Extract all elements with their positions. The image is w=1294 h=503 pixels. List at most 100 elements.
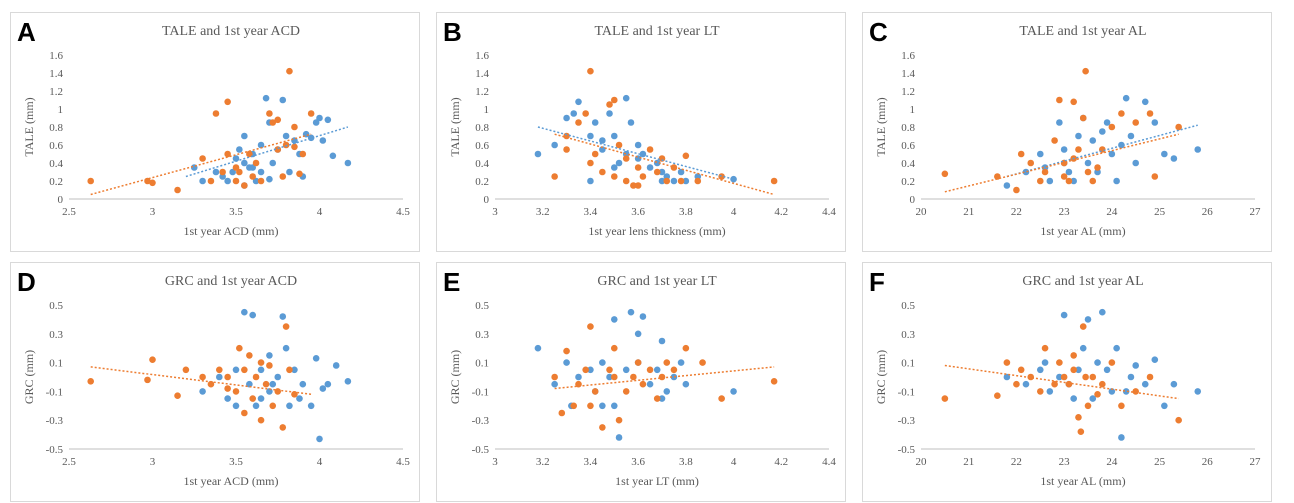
data-point-orange [236, 344, 243, 352]
data-point-blue [269, 380, 277, 388]
data-point-blue [1046, 177, 1054, 185]
data-point-orange [994, 392, 1001, 400]
data-point-orange [1013, 186, 1020, 194]
data-point-blue [1127, 373, 1135, 381]
data-point-blue [1060, 146, 1068, 153]
data-point-blue [570, 110, 578, 117]
data-point-blue [1003, 182, 1011, 189]
y-tick-label: 1.6 [49, 50, 63, 62]
data-point-blue [658, 395, 666, 402]
data-point-orange [634, 164, 642, 171]
y-tick-label: 0.1 [901, 358, 915, 370]
data-point-orange [770, 378, 778, 385]
x-axis-label: 1st year lens thickness (mm) [588, 224, 725, 238]
data-point-blue [1075, 132, 1082, 140]
data-point-blue [587, 177, 594, 185]
data-point-blue [1194, 388, 1202, 395]
data-point-orange [252, 373, 260, 381]
data-point-blue [551, 141, 558, 149]
y-tick-label: 1.2 [49, 86, 63, 98]
data-point-orange [232, 177, 240, 185]
data-point-orange [1079, 323, 1087, 330]
data-point-orange [1089, 177, 1097, 185]
data-point-blue [563, 359, 570, 366]
data-point-orange [232, 388, 240, 395]
scatter-chart: TALE and 1st year LT 0 0.2 0.4 0.6 0.8 1 1.2 1.4… [448, 24, 836, 238]
y-tick-label: 0 [58, 194, 64, 206]
x-axis-label: 1st year ACD (mm) [184, 224, 279, 238]
data-point-orange [1132, 388, 1140, 395]
data-point-blue [241, 159, 248, 167]
data-point-blue [232, 155, 240, 162]
data-point-blue [610, 164, 618, 171]
data-point-orange [249, 395, 256, 402]
data-point-blue [316, 114, 323, 122]
data-point-orange [232, 164, 240, 171]
data-point-blue [575, 373, 582, 381]
data-point-blue [316, 435, 323, 443]
data-point-blue [1070, 177, 1077, 185]
panel-f: F GRC and 1st year AL -0.5 -0.3 -0.1 0.1 0.3 0… [862, 262, 1272, 502]
y-tick-label: 0.8 [475, 122, 489, 134]
data-point-blue [682, 177, 690, 185]
y-tick-label: 1.4 [49, 68, 63, 80]
panel-letter: D [17, 267, 36, 297]
x-tick-label: 24 [1106, 456, 1118, 468]
data-point-blue [615, 434, 623, 441]
data-point-orange [241, 366, 248, 374]
x-tick-label: 4.5 [396, 206, 410, 218]
data-point-blue [332, 362, 340, 369]
data-point-blue [1056, 373, 1063, 381]
data-point-orange [1118, 402, 1125, 410]
panel-letter: F [869, 267, 885, 297]
data-point-orange [279, 424, 287, 431]
data-point-blue [257, 395, 265, 402]
x-axis-label: 1st year ACD (mm) [184, 474, 279, 488]
scatter-chart: TALE and 1st year ACD 0 0.2 0.4 0.6 0.8 1 1.2 1.… [22, 24, 410, 238]
data-point-blue [599, 402, 606, 410]
data-point-blue [646, 164, 654, 171]
data-point-blue [279, 313, 287, 320]
data-point-blue [1122, 94, 1130, 102]
data-point-blue [610, 132, 618, 140]
data-point-blue [241, 132, 248, 140]
data-point-orange [610, 173, 618, 180]
data-point-orange [663, 177, 671, 185]
x-tick-label: 3 [492, 206, 498, 218]
data-point-orange [1060, 373, 1068, 381]
y-tick-label: 0.6 [475, 140, 489, 152]
data-point-orange [1132, 119, 1140, 126]
data-point-orange [296, 170, 303, 178]
data-point-blue [241, 308, 248, 316]
x-tick-label: 23 [1059, 206, 1071, 218]
data-point-orange [262, 380, 270, 388]
data-point-orange [646, 366, 654, 374]
data-point-blue [1170, 380, 1178, 388]
x-tick-label: 3.5 [229, 206, 243, 218]
data-point-blue [670, 373, 678, 381]
data-point-blue [291, 366, 298, 374]
data-point-orange [246, 352, 253, 359]
data-point-orange [622, 155, 630, 162]
y-tick-label: 1.2 [901, 86, 915, 98]
data-point-blue [266, 352, 273, 359]
data-point-orange [941, 395, 949, 402]
data-point-orange [941, 170, 949, 178]
data-point-orange [1041, 168, 1049, 176]
data-point-orange [1070, 352, 1077, 359]
x-tick-label: 3.2 [536, 456, 550, 468]
data-point-orange [252, 159, 260, 167]
data-point-orange [1079, 114, 1087, 122]
scatter-chart: GRC and 1st year LT -0.5 -0.3 -0.1 0.1 0.3 0.5… [448, 274, 836, 488]
data-point-blue [599, 146, 606, 153]
y-tick-label: 0.2 [475, 176, 489, 188]
data-point-blue [1065, 168, 1073, 176]
data-point-blue [249, 311, 256, 319]
data-point-orange [241, 182, 248, 189]
data-point-blue [286, 168, 293, 176]
x-tick-label: 4 [731, 206, 737, 218]
data-point-blue [1003, 373, 1011, 381]
data-point-orange [634, 359, 642, 366]
y-tick-label: 1 [910, 104, 916, 116]
y-tick-label: -0.5 [46, 444, 64, 456]
